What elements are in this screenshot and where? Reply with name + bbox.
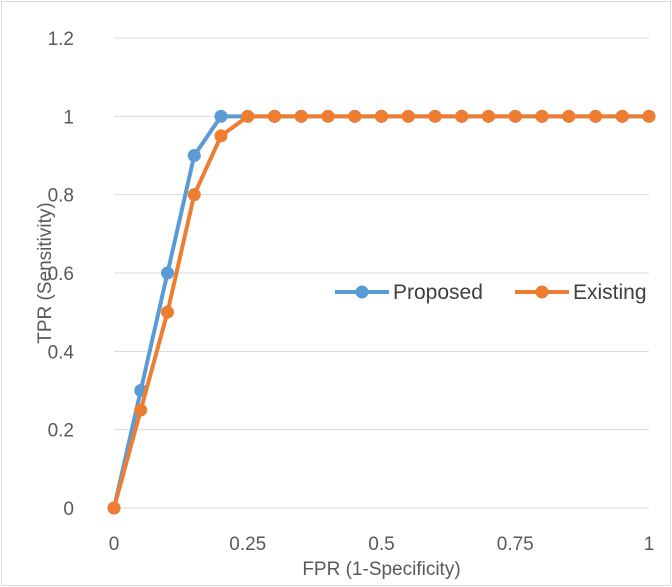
data-point-existing [134, 403, 148, 417]
x-axis-title: FPR (1-Specificity) [302, 559, 460, 580]
data-point-existing [107, 501, 121, 515]
data-point-existing [428, 109, 442, 123]
gridlines [114, 37, 649, 509]
data-point-existing [642, 109, 656, 123]
data-point-existing [401, 109, 415, 123]
x-tick-label: 0.5 [368, 534, 394, 555]
data-point-proposed [187, 149, 201, 162]
y-tick-label: 0.8 [48, 186, 74, 207]
y-axis-title: TPR (Sensitivity) [35, 202, 56, 343]
data-point-existing [294, 109, 308, 123]
legend-swatch-marker [355, 285, 369, 299]
legend-label: Existing [573, 281, 647, 304]
data-point-proposed [214, 109, 228, 123]
data-point-existing [535, 109, 549, 123]
data-point-existing [615, 109, 629, 123]
y-tick-label: 1.2 [48, 29, 74, 50]
legend: Proposed Existing [335, 281, 647, 304]
data-point-existing [161, 305, 174, 319]
data-point-existing [562, 109, 576, 123]
series-line-existing [112, 114, 649, 509]
series-proposed [107, 109, 656, 515]
x-tick-label: 0.75 [497, 534, 534, 555]
series-layer [107, 109, 656, 515]
data-point-existing [268, 109, 281, 123]
y-tick-label: 0.4 [48, 342, 75, 363]
data-point-existing [482, 109, 495, 123]
y-tick-label: 0.2 [48, 421, 74, 442]
x-tick-label: 1 [644, 534, 655, 555]
legend-swatch-marker [535, 285, 549, 299]
series-line-proposed [112, 114, 649, 509]
series-existing [107, 109, 656, 515]
x-axis-ticks: 0 0.25 0.5 0.75 1 [109, 534, 655, 555]
y-tick-label: 0 [63, 499, 74, 520]
legend-item-existing: Existing [515, 281, 647, 304]
x-tick-label: 0 [109, 534, 120, 555]
data-point-existing [187, 188, 201, 202]
data-point-existing [214, 129, 228, 143]
legend-label: Proposed [393, 281, 483, 304]
data-point-proposed [161, 266, 174, 280]
y-tick-label: 1 [63, 107, 74, 128]
data-point-existing [508, 109, 522, 123]
data-point-existing [241, 109, 255, 123]
data-point-existing [375, 109, 388, 123]
data-point-existing [321, 109, 335, 123]
data-point-existing [348, 109, 362, 123]
legend-item-proposed: Proposed [335, 281, 483, 304]
data-point-existing [589, 109, 602, 123]
data-point-existing [455, 109, 469, 123]
y-axis-ticks: 0 0.2 0.4 0.6 0.8 1 1.2 [48, 29, 75, 520]
x-tick-label: 0.25 [229, 534, 266, 555]
y-tick-label: 0.6 [48, 264, 74, 285]
